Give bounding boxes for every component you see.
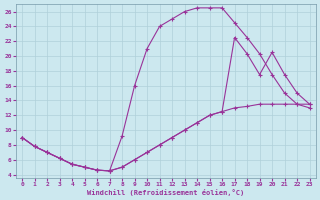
X-axis label: Windchill (Refroidissement éolien,°C): Windchill (Refroidissement éolien,°C) xyxy=(87,189,244,196)
